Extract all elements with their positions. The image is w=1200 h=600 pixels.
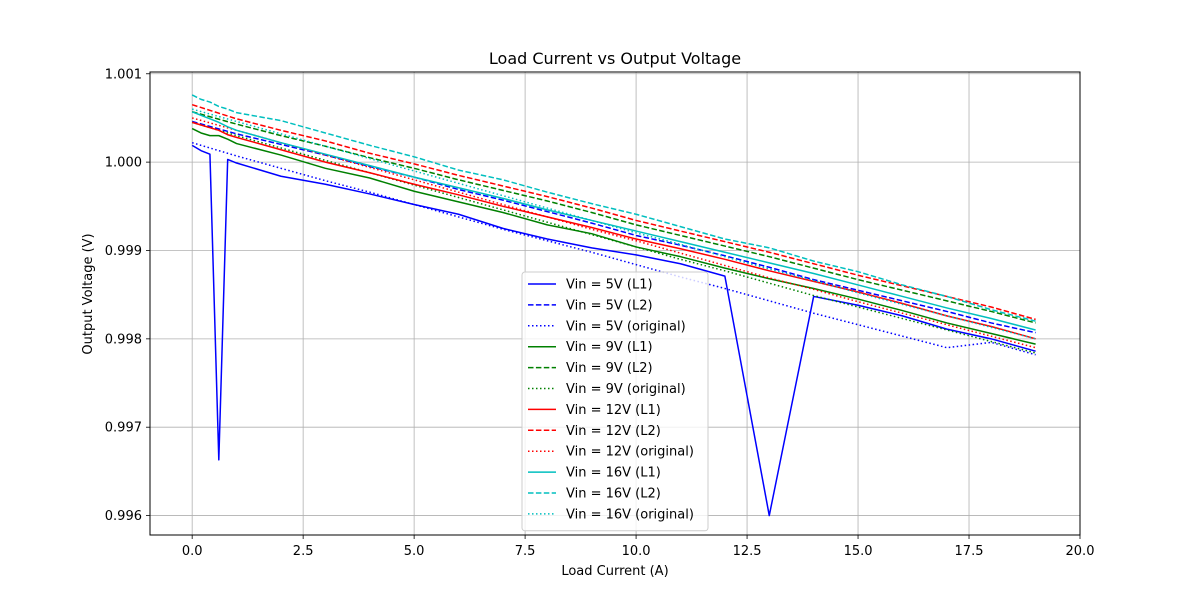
x-tick-label: 2.5 (293, 544, 314, 559)
y-tick-label: 0.998 (105, 332, 142, 347)
legend: Vin = 5V (L1) Vin = 5V (L2) Vin = 5V (orig… (521, 271, 709, 532)
legend-label: Vin = 9V (original) (566, 382, 686, 397)
series-line-6 (191, 121, 1036, 340)
series-line-2 (191, 141, 1036, 356)
series-line-4 (191, 111, 1036, 324)
series-line-0 (191, 144, 1036, 517)
legend-label: Vin = 16V (original) (566, 507, 694, 522)
x-tick-label: 15.0 (844, 544, 873, 559)
axis-ticks: 0.0 2.5 5.0 7.5 10.0 12.5 15.0 17.5 20.0 0.996 0.9… (105, 67, 1095, 559)
x-tick-label: 17.5 (955, 544, 984, 559)
x-tick-label: 10.0 (622, 544, 651, 559)
series-line-8 (191, 117, 1036, 349)
legend-label: Vin = 12V (L1) (566, 403, 661, 418)
x-tick-label: 7.5 (515, 544, 536, 559)
x-tick-label: 0.0 (182, 544, 203, 559)
series-line-3 (191, 127, 1036, 345)
y-tick-label: 0.997 (105, 421, 142, 436)
series-lines (191, 94, 1036, 517)
legend-label: Vin = 9V (L2) (566, 361, 653, 376)
legend-label: Vin = 5V (L2) (566, 298, 653, 313)
legend-label: Vin = 9V (L1) (566, 340, 653, 355)
legend-label: Vin = 12V (original) (566, 445, 694, 460)
legend-label: Vin = 12V (L2) (566, 424, 661, 439)
legend-label: Vin = 16V (L1) (566, 466, 661, 481)
chart-title: Load Current vs Output Voltage (489, 49, 741, 68)
y-axis-label: Output Voltage (V) (81, 233, 96, 354)
y-tick-label: 1.000 (105, 156, 142, 171)
legend-label: Vin = 16V (L2) (566, 487, 661, 502)
series-line-9 (191, 111, 1036, 331)
y-tick-label: 0.999 (105, 244, 142, 259)
legend-label: Vin = 5V (L1) (566, 278, 653, 293)
plot-area-frame (149, 71, 1081, 536)
y-tick-label: 1.001 (105, 67, 142, 82)
legend-box (521, 271, 709, 532)
series-line-10 (191, 94, 1036, 322)
x-tick-label: 12.5 (733, 544, 762, 559)
x-axis-label: Load Current (A) (561, 564, 668, 579)
series-line-7 (191, 103, 1036, 321)
x-tick-label: 20.0 (1066, 544, 1095, 559)
legend-label: Vin = 5V (original) (566, 319, 686, 334)
series-line-5 (191, 121, 1036, 354)
series-line-1 (191, 120, 1036, 334)
series-line-11 (191, 108, 1036, 340)
y-tick-label: 0.996 (105, 509, 142, 524)
x-tick-label: 5.0 (404, 544, 425, 559)
